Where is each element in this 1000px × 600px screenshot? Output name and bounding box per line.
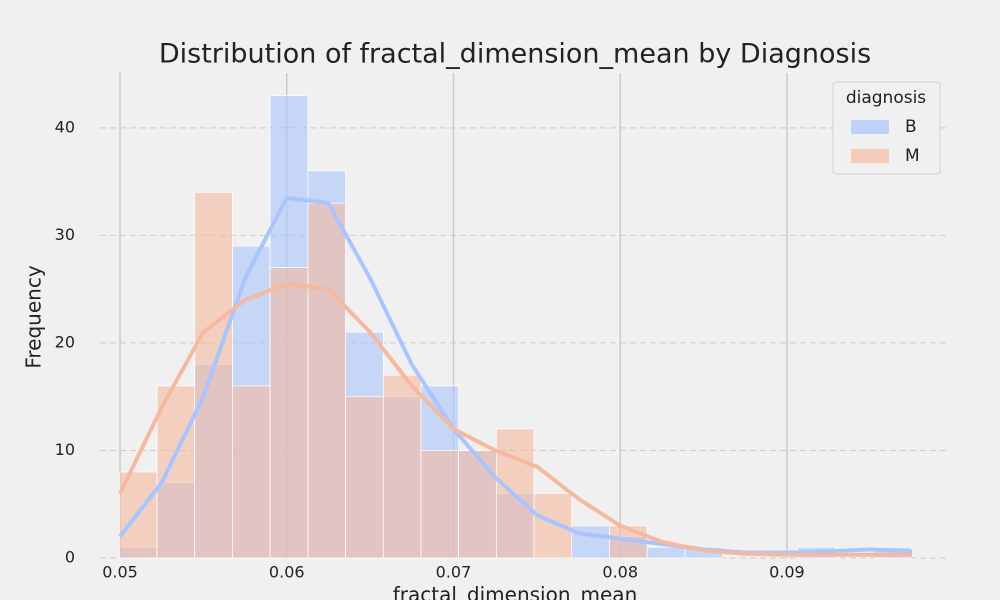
x-tick-label: 0.09: [769, 563, 805, 582]
y-tick-label: 0: [65, 548, 75, 567]
chart-title: Distribution of fractal_dimension_mean b…: [159, 39, 871, 70]
histogram-bar: [232, 385, 271, 559]
legend-swatch: [851, 149, 889, 163]
histogram-bar: [420, 450, 459, 559]
histogram-bar: [194, 192, 233, 559]
legend-swatch: [851, 120, 889, 134]
kde-line: [118, 281, 912, 557]
legend-label: B: [905, 117, 917, 137]
histogram-bar: [345, 396, 384, 559]
histogram-bar: [269, 267, 309, 559]
y-tick-label: 30: [55, 225, 75, 244]
x-tick-label: 0.08: [602, 563, 638, 582]
legend-title: diagnosis: [846, 88, 926, 108]
y-tick-label: 20: [55, 332, 75, 351]
x-axis-label: fractal_dimension_mean: [393, 583, 638, 600]
histogram-bar: [307, 202, 346, 559]
legend-label: M: [905, 146, 920, 166]
histogram-bar: [382, 374, 422, 559]
x-tick-label: 0.06: [269, 563, 305, 582]
y-tick-label: 40: [55, 117, 75, 136]
legend: diagnosis BM: [832, 81, 941, 175]
histogram-bar: [646, 546, 686, 559]
y-axis-label: Frequency: [22, 265, 46, 368]
x-tick-label: 0.07: [436, 563, 472, 582]
x-tick-label: 0.05: [102, 563, 138, 582]
histogram-bar: [156, 385, 196, 559]
histogram-bar: [458, 450, 497, 559]
y-tick-label: 10: [55, 440, 75, 459]
